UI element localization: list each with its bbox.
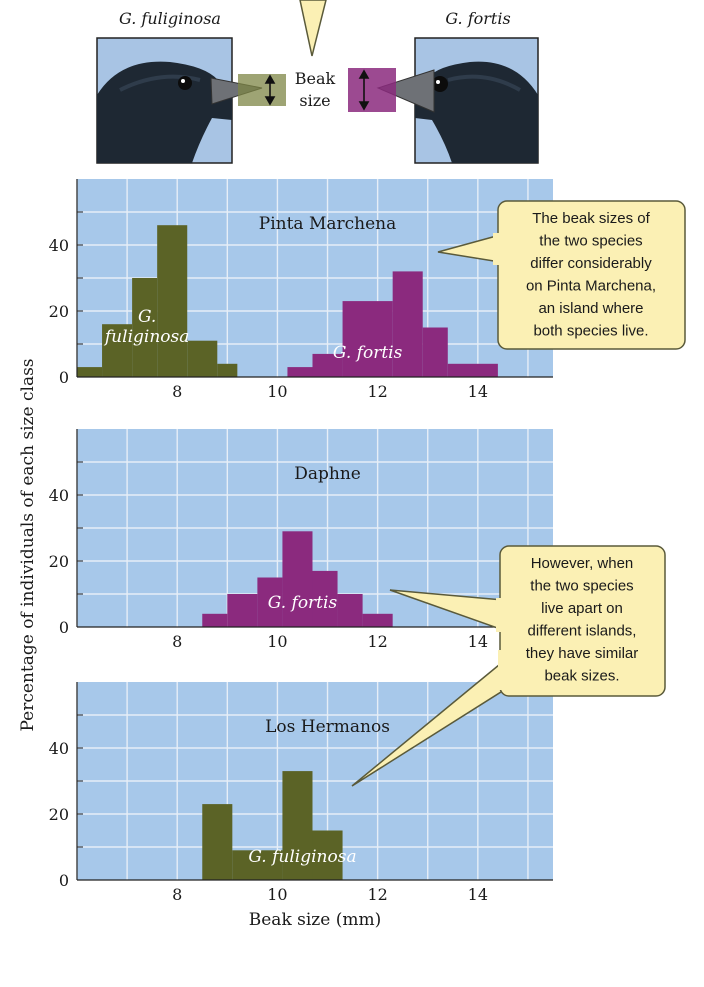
callout-line: beak sizes.: [544, 668, 619, 685]
beak-size-band-right: [348, 68, 396, 112]
right-species-name: G. fortis: [445, 9, 510, 28]
y-tick-label: 0: [59, 871, 69, 890]
histogram-bar: [157, 225, 188, 377]
histogram-bar: [282, 771, 313, 880]
x-tick-label: 8: [172, 885, 182, 904]
x-tick-label: 12: [367, 632, 387, 651]
panel-daphne: G. fortis 0 20 40 8 10 12 14 Daphne: [49, 429, 553, 651]
callout-line: on Pinta Marchena,: [526, 278, 656, 295]
callout-line: The beak sizes of: [532, 210, 650, 227]
callout-line: both species live.: [533, 323, 648, 340]
header-illustration: G. fuliginosa G. fortis: [96, 0, 539, 164]
callout-bottom: However, when the two species live apart o…: [351, 545, 666, 787]
callout-top-text: The beak sizes of the two species differ c…: [526, 210, 656, 340]
x-tick-label: 10: [267, 885, 287, 904]
series-label: G.: [138, 307, 156, 327]
header-pointer: [299, 0, 327, 57]
callout-line: differ considerably: [530, 255, 652, 272]
histogram-bar: [312, 830, 343, 880]
callout-line: live apart on: [541, 600, 623, 617]
y-tick-label: 40: [49, 486, 69, 505]
series-label: G. fortis: [268, 593, 338, 613]
x-axis-label: Beak size (mm): [249, 910, 381, 930]
x-tick-label: 12: [367, 885, 387, 904]
histogram-bar: [102, 324, 133, 377]
series-g-fuliginosa: G.fuliginosa: [77, 225, 238, 377]
series-label: fuliginosa: [103, 327, 189, 347]
callout-top: The beak sizes of the two species differ c…: [437, 200, 686, 350]
beak-label-line1: Beak: [295, 69, 336, 88]
x-tick-label: 10: [267, 382, 287, 401]
histogram-bar: [362, 613, 393, 627]
callout-box: [497, 200, 686, 350]
callout-line: they have similar: [526, 645, 639, 662]
x-tick-label: 12: [367, 382, 387, 401]
callout-line: different islands,: [528, 623, 637, 640]
callout-line: an island where: [538, 300, 643, 317]
series-g-fuliginosa: G. fuliginosa: [202, 771, 357, 880]
y-tick-label: 0: [59, 368, 69, 387]
histogram-bar: [257, 577, 283, 627]
finch-eye: [178, 76, 192, 90]
panel-pinta-marchena: G.fuliginosa G. fortis 0 20 40 8 10 12 14 Pinta M…: [49, 179, 553, 401]
panel-title: Pinta Marchena: [259, 214, 396, 234]
histogram-bar: [202, 804, 233, 880]
beak-label-line2: size: [299, 91, 330, 110]
histogram-bar: [232, 850, 283, 880]
panel-los-hermanos: G. fuliginosa 0 20 40 8 10 12 14 Los Hermanos: [49, 682, 553, 904]
left-species-name: G. fuliginosa: [119, 9, 221, 28]
callout-bottom-text: However, when the two species live apart o…: [526, 555, 639, 685]
panel-title: Daphne: [294, 464, 361, 484]
histogram-bar: [287, 367, 313, 377]
histogram-bar: [202, 613, 228, 627]
histogram-bar: [337, 594, 363, 627]
callout-line: the two species: [539, 233, 642, 250]
x-tick-label: 14: [468, 885, 488, 904]
finch-beak: [210, 77, 263, 105]
callout-line: However, when: [531, 555, 634, 572]
histogram-bar: [132, 278, 158, 377]
beak-size-band-left: [238, 74, 286, 106]
x-tick-label: 8: [172, 382, 182, 401]
callout-line: the two species: [530, 578, 633, 595]
double-arrow-icon: [264, 74, 276, 106]
y-tick-label: 20: [49, 552, 69, 571]
y-tick-label: 0: [59, 618, 69, 637]
finch-beak: [376, 69, 435, 113]
histogram-bar: [342, 301, 393, 377]
histogram-bar: [447, 363, 498, 377]
x-tick-label: 14: [468, 632, 488, 651]
double-arrow-icon: [358, 69, 370, 111]
histogram-bar: [312, 353, 343, 377]
y-tick-label: 40: [49, 236, 69, 255]
series-label: G. fuliginosa: [248, 847, 356, 867]
fortis-portrait: [376, 37, 539, 164]
x-tick-label: 14: [468, 382, 488, 401]
series-g-fortis: G. fortis: [287, 271, 498, 377]
x-tick-label: 10: [267, 632, 287, 651]
y-tick-label: 40: [49, 739, 69, 758]
histogram-bar: [392, 271, 423, 377]
y-tick-label: 20: [49, 302, 69, 321]
series-label: G. fortis: [333, 343, 403, 363]
histogram-bar: [227, 594, 258, 627]
y-tick-label: 20: [49, 805, 69, 824]
fuliginosa-portrait: [96, 37, 263, 164]
panel-title: Los Hermanos: [265, 717, 390, 737]
histogram-bar: [422, 327, 448, 377]
histogram-bar: [77, 367, 103, 377]
y-axis-label: Percentage of individuals of each size c…: [18, 358, 38, 731]
histogram-bar: [282, 531, 313, 627]
histogram-panels: G.fuliginosa G. fortis 0 20 40 8 10 12 14 Pinta M…: [49, 179, 553, 904]
histogram-bar: [187, 340, 218, 377]
series-g-fortis: G. fortis: [202, 531, 393, 627]
histogram-bar: [217, 363, 238, 377]
finch-eye: [432, 76, 448, 92]
x-tick-label: 8: [172, 632, 182, 651]
histogram-bar: [312, 570, 338, 627]
